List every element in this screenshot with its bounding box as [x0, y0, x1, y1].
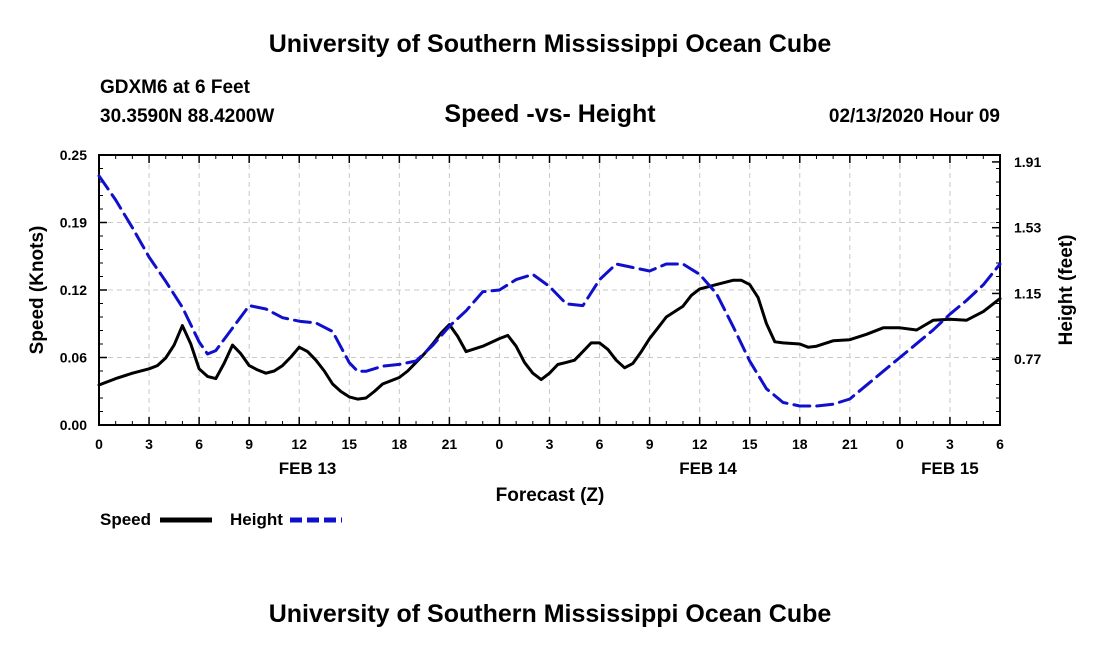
x-tick-label: 12: [692, 436, 708, 452]
y-axis-label: Speed (Knots): [27, 226, 48, 355]
y2-tick-label: 1.53: [1014, 220, 1041, 236]
x-tick-label: 18: [392, 436, 408, 452]
speed-height-chart: 0 3 6 9 12 15 18 21 0 3 6 9 12 15 18 21 0 3 6 FEB 13 FEB 14 F…: [27, 147, 1077, 529]
datetime-label: 02/13/2020 Hour 09: [828, 106, 1000, 127]
x-tick-label: 15: [341, 436, 357, 452]
x-tick-label: 0: [496, 436, 504, 452]
speed-series-line: [97, 278, 1002, 401]
y2-tick-label: 1.91: [1014, 154, 1041, 170]
y2-axis-label: Height (feet): [1056, 235, 1077, 346]
x-tick-label: 3: [546, 436, 554, 452]
tick-layer: [98, 154, 1001, 426]
x-tick-label: 9: [646, 436, 654, 452]
y-tick-label: 0.00: [60, 417, 87, 433]
x-tick-label: 0: [95, 436, 103, 452]
height-series-line: [97, 174, 1002, 408]
axis-text-layer: 0 3 6 9 12 15 18 21 0 3 6 9 12 15 18 21 0 3 6 FEB 13 FEB 14 F…: [60, 147, 1042, 478]
x-tick-label: 6: [996, 436, 1004, 452]
chart-title: Speed -vs- Height: [444, 100, 656, 128]
station-label: GDXM6 at 6 Feet: [100, 77, 250, 98]
date-label: FEB 13: [279, 459, 337, 478]
y2-tick-label: 1.15: [1014, 285, 1041, 301]
legend-speed-label: Speed: [100, 510, 151, 529]
date-label: FEB 14: [679, 459, 737, 478]
legend-height-label: Height: [230, 510, 283, 529]
x-axis-label: Forecast (Z): [496, 485, 605, 506]
y2-tick-label: 0.77: [1014, 351, 1041, 367]
y-tick-label: 0.12: [60, 282, 87, 298]
footer-title: University of Southern Mississippi Ocean…: [268, 600, 832, 628]
y-tick-label: 0.06: [60, 350, 87, 366]
page-title: University of Southern Mississippi Ocean…: [268, 30, 832, 58]
series-layer: [97, 174, 1002, 408]
x-tick-label: 3: [946, 436, 954, 452]
y-tick-label: 0.19: [60, 215, 87, 231]
coords-label: 30.3590N 88.4200W: [100, 106, 275, 127]
grid-layer: [99, 155, 1000, 425]
date-label: FEB 15: [921, 459, 979, 478]
x-tick-label: 18: [792, 436, 808, 452]
x-tick-label: 6: [596, 436, 604, 452]
x-tick-label: 21: [442, 436, 458, 452]
x-tick-label: 21: [842, 436, 858, 452]
x-tick-label: 6: [195, 436, 203, 452]
y-tick-label: 0.25: [60, 147, 87, 163]
x-tick-label: 15: [742, 436, 758, 452]
x-tick-label: 9: [245, 436, 253, 452]
x-tick-label: 3: [145, 436, 153, 452]
x-tick-label: 0: [896, 436, 904, 452]
x-tick-label: 12: [291, 436, 307, 452]
